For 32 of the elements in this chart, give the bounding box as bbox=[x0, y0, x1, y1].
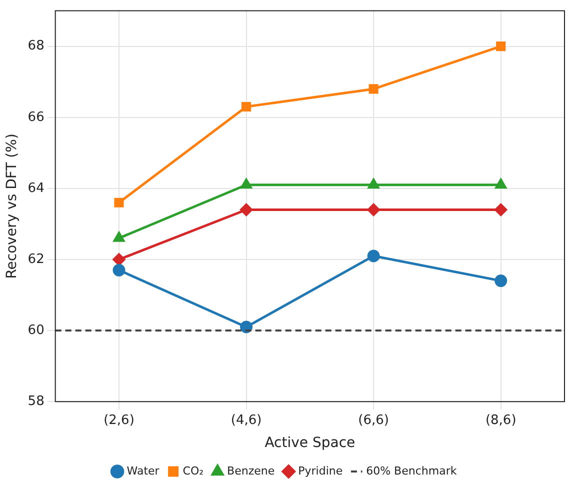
point bbox=[240, 204, 253, 216]
legend-label: Pyridine bbox=[298, 464, 343, 478]
point bbox=[112, 264, 126, 276]
point bbox=[494, 204, 508, 216]
x-tick-label: (4,6) bbox=[230, 412, 262, 428]
legend-label: CO₂ bbox=[182, 464, 204, 478]
point bbox=[112, 253, 126, 266]
legend-label: Benzene bbox=[227, 464, 275, 478]
y-axis-title: Recovery vs DFT (%) bbox=[4, 134, 20, 279]
point bbox=[367, 204, 380, 216]
legend-label: 60% Benchmark bbox=[366, 464, 458, 478]
point bbox=[240, 178, 252, 189]
point bbox=[367, 250, 380, 262]
y-tick-label: 60 bbox=[28, 322, 44, 338]
y-tick-label: 68 bbox=[28, 38, 44, 54]
point bbox=[368, 178, 380, 189]
y-tick-label: 58 bbox=[28, 394, 44, 409]
y-tick-label: 66 bbox=[28, 110, 44, 125]
point bbox=[494, 274, 508, 288]
point bbox=[241, 102, 252, 112]
point bbox=[113, 232, 125, 242]
x-tick-label: (6,6) bbox=[358, 412, 389, 428]
point bbox=[495, 178, 506, 189]
point bbox=[114, 198, 124, 208]
y-tick-label: 62 bbox=[28, 252, 44, 267]
point bbox=[368, 84, 378, 94]
x-tick-label: (8,6) bbox=[485, 412, 516, 428]
x-axis-title: Active Space bbox=[264, 435, 356, 452]
x-tick-label: (2,6) bbox=[104, 412, 134, 428]
legend-label: Water bbox=[126, 464, 160, 478]
y-tick-label: 64 bbox=[28, 180, 44, 196]
point bbox=[496, 42, 506, 52]
